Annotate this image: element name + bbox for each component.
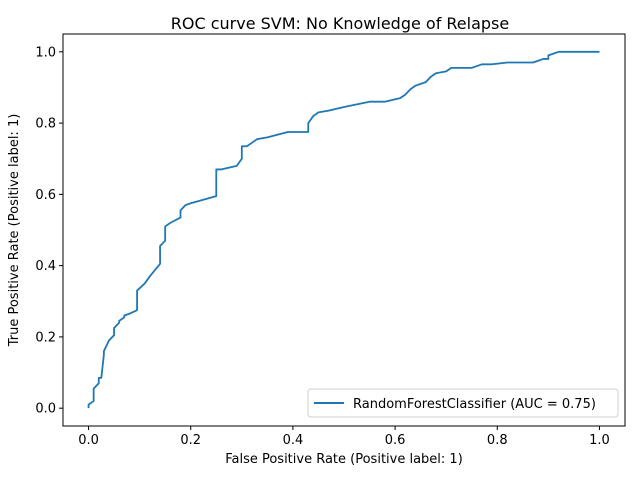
y-tick-label: 0.4 xyxy=(35,259,56,274)
x-tick-label: 0.4 xyxy=(283,433,304,448)
x-tick-label: 0.2 xyxy=(180,433,201,448)
y-tick-label: 1.0 xyxy=(35,45,56,60)
x-tick-label: 1.0 xyxy=(589,433,610,448)
y-tick-label: 0.8 xyxy=(35,117,56,132)
roc-curve-line xyxy=(87,50,600,409)
legend: RandomForestClassifier (AUC = 0.75) xyxy=(307,388,619,418)
y-axis-ticks: 0.0 0.2 0.4 0.6 0.8 1.0 xyxy=(35,45,63,417)
y-axis-label: True Positive Rate (Positive label: 1) xyxy=(7,114,22,348)
y-tick-label: 0.0 xyxy=(35,402,56,417)
legend-box xyxy=(307,388,619,418)
legend-entry: RandomForestClassifier (AUC = 0.75) xyxy=(353,397,596,412)
x-axis-ticks: 0.0 0.2 0.4 0.6 0.8 1.0 xyxy=(78,426,610,448)
x-axis-label: False Positive Rate (Positive label: 1) xyxy=(225,452,463,467)
plot-area xyxy=(63,34,625,426)
x-tick-label: 0.8 xyxy=(487,433,508,448)
x-tick-label: 0.6 xyxy=(385,433,406,448)
y-tick-label: 0.2 xyxy=(35,330,56,345)
y-tick-label: 0.6 xyxy=(35,188,56,203)
x-tick-label: 0.0 xyxy=(78,433,99,448)
axes-frame xyxy=(62,33,626,427)
chart-title: ROC curve SVM: No Knowledge of Relapse xyxy=(171,14,509,33)
plot-content xyxy=(87,50,600,409)
